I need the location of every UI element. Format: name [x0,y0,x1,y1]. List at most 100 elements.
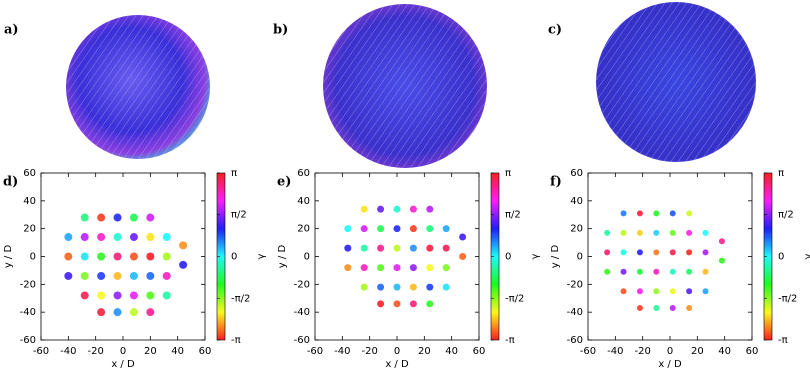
colorbar-tick-label: π [778,168,784,179]
point [162,291,171,300]
colorbar-tick-label: -π/2 [505,293,524,304]
point [669,288,676,295]
point [686,288,693,295]
point [409,205,417,213]
point [636,304,643,311]
x-axis-label: x / D [385,359,409,370]
panel-label: b) [273,23,288,38]
point [636,249,643,256]
point [393,283,401,291]
x-tick-label: 40 [718,346,731,357]
x-tick-label: -40 [607,346,623,357]
point [64,271,73,280]
x-tick-label: -20 [634,346,650,357]
point [653,288,660,295]
point [146,213,155,222]
point [409,300,417,308]
point [702,288,709,295]
y-tick-label: -60 [567,335,583,346]
point [620,288,627,295]
point [393,300,401,308]
colorbar-tick-label: 0 [231,252,237,263]
colorbar-tick-label: 0 [778,252,784,263]
point [702,249,709,256]
point [344,244,352,252]
point [669,268,676,275]
point [669,210,676,217]
y-tick-label: -20 [20,279,36,290]
point [393,225,401,233]
point [604,268,611,275]
y-tick-label: 0 [304,252,310,263]
point [686,210,693,217]
point [426,244,434,252]
point [669,229,676,236]
panel-label: f) [550,175,562,190]
point [162,271,171,280]
point [377,300,385,308]
colorbar-tick-label: π [505,168,511,179]
panel-label: d) [3,175,18,190]
point [653,304,660,311]
point [442,225,450,233]
colorbar-tick-label: π [231,168,237,179]
point [409,264,417,272]
colorbar-label: γ [530,253,541,259]
point [80,271,89,280]
point [459,253,467,260]
point [129,252,138,261]
y-tick-label: -40 [294,307,310,318]
point [179,260,188,269]
point [393,205,401,213]
point [409,244,417,252]
point [113,233,122,242]
point [669,249,676,256]
y-tick-label: 60 [23,168,36,179]
point [360,244,368,252]
x-tick-label: 60 [473,346,486,357]
colorbar-tick-label: -π [505,335,515,346]
colorbar-label: γ [803,253,810,259]
point [686,268,693,275]
y-tick-label: 40 [23,196,36,207]
point [426,264,434,272]
point [686,229,693,236]
panel-label: a) [4,23,19,38]
point [129,213,138,222]
point [162,252,171,261]
x-tick-label: 60 [746,346,759,357]
x-tick-label: -20 [361,346,377,357]
panel-label: c) [548,23,562,38]
point [686,304,693,311]
x-tick-label: -20 [87,346,103,357]
y-axis-label: y / D [550,245,561,269]
colorbar-tick-label: π/2 [778,210,794,221]
x-tick-label: 20 [418,346,431,357]
point [718,257,725,264]
colorbar-tick-label: -π [778,335,788,346]
point [620,249,627,256]
point [146,233,155,242]
y-tick-label: 40 [570,196,583,207]
point [80,213,89,222]
y-tick-label: 0 [30,252,36,263]
point [129,308,138,317]
point [377,283,385,291]
panel-label: e) [277,175,291,190]
x-tick-label: -60 [33,346,49,357]
plot-frame [587,172,753,341]
point [360,264,368,272]
point [426,283,434,291]
x-tick-label: 20 [691,346,704,357]
point [146,271,155,280]
point [653,229,660,236]
point [459,233,467,241]
render-c [596,2,756,162]
point [113,252,122,261]
y-tick-label: 60 [297,168,310,179]
point [653,249,660,256]
point [162,233,171,242]
point [129,291,138,300]
point [426,205,434,213]
